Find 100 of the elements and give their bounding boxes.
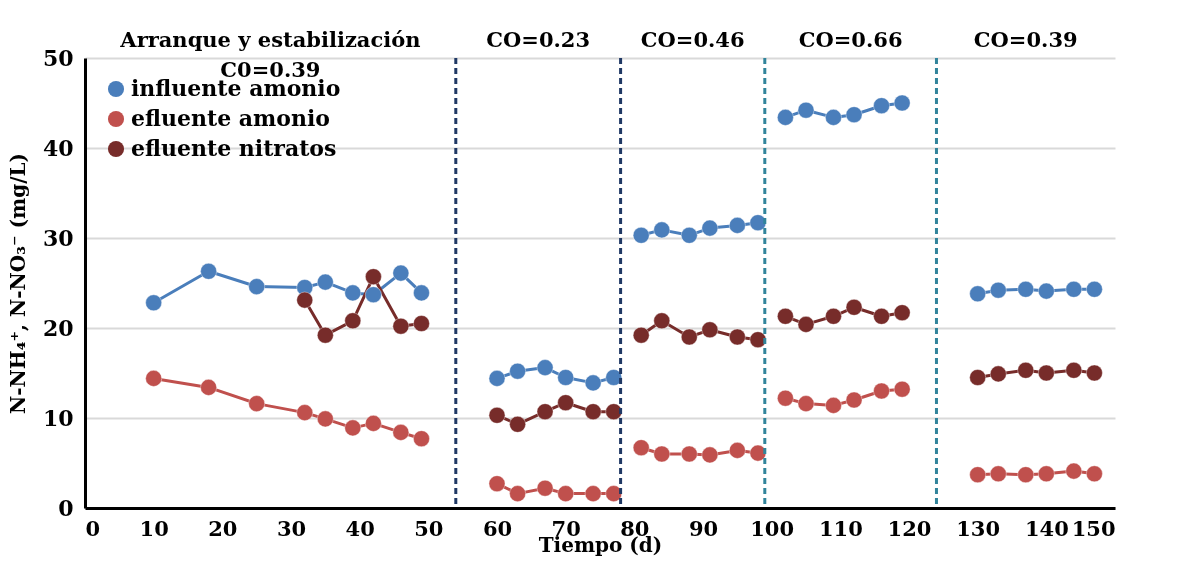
point: [509, 485, 527, 503]
point: [412, 284, 431, 302]
y-tick-label: 50: [42, 44, 74, 71]
legend-label: efluente amonio: [131, 105, 331, 131]
point: [1017, 361, 1035, 379]
point: [969, 466, 987, 484]
text: CO=0.46: [640, 27, 745, 52]
point: [1037, 282, 1055, 300]
point: [989, 365, 1007, 383]
point: [1065, 280, 1083, 298]
point: [776, 307, 794, 325]
x-tick-label: 0: [85, 515, 101, 541]
x-tick-label: 120: [887, 515, 932, 541]
x-tick-label: 150: [1071, 515, 1116, 541]
x-tick-label: 110: [818, 515, 863, 541]
point: [845, 298, 863, 316]
point: [296, 291, 314, 309]
x-tick-label: 40: [345, 515, 375, 541]
point: [680, 328, 698, 346]
point: [824, 396, 843, 414]
point: [605, 403, 623, 421]
point: [845, 106, 863, 124]
point: [989, 281, 1007, 299]
point: [488, 369, 506, 387]
point: [1037, 364, 1055, 382]
y-tick-label: 0: [58, 494, 74, 521]
point: [392, 317, 410, 335]
point: [969, 368, 987, 387]
point: [605, 485, 623, 503]
point: [316, 410, 334, 428]
point: [316, 273, 334, 291]
point: [557, 485, 575, 503]
point: [344, 312, 362, 330]
point: [316, 326, 334, 344]
point: [653, 312, 671, 330]
legend-label: efluente nitratos: [131, 135, 337, 161]
point: [824, 108, 843, 126]
point: [200, 262, 218, 280]
point: [248, 278, 266, 296]
point: [969, 285, 987, 303]
point: [605, 368, 623, 387]
point: [701, 446, 719, 464]
point: [364, 286, 382, 304]
x-tick-label: 10: [139, 515, 169, 541]
point: [680, 226, 698, 244]
point: [632, 439, 650, 457]
point: [392, 423, 410, 441]
point: [488, 475, 506, 493]
point: [989, 465, 1007, 483]
x-tick-label: 140: [1024, 515, 1069, 541]
text: CO=0.23: [486, 27, 591, 52]
point: [1065, 462, 1083, 480]
point: [1085, 465, 1103, 483]
point: [509, 415, 527, 433]
point: [632, 226, 650, 244]
point: [893, 380, 911, 398]
point: [1037, 465, 1055, 483]
point: [584, 374, 602, 392]
point: [412, 430, 431, 448]
point: [728, 328, 746, 346]
point: [893, 94, 911, 112]
point: [584, 485, 602, 503]
x-tick-label: 30: [276, 515, 307, 541]
point: [296, 404, 314, 422]
point: [344, 284, 362, 302]
point: [797, 395, 815, 413]
point: [584, 403, 602, 421]
point: [364, 268, 382, 286]
point: [200, 378, 218, 396]
point: [680, 445, 698, 463]
point: [845, 391, 863, 409]
point: [893, 304, 911, 322]
x-tick-label: 130: [956, 515, 1001, 541]
point: [392, 264, 410, 282]
point: [872, 307, 891, 325]
point: [1085, 364, 1103, 382]
point: [344, 419, 362, 437]
point: [653, 445, 671, 463]
point: [797, 101, 815, 119]
y-tick-label: 20: [42, 314, 74, 341]
point: [824, 307, 843, 325]
point: [749, 444, 767, 462]
point: [776, 389, 794, 407]
x-tick-label: 90: [688, 515, 719, 541]
point: [872, 382, 891, 400]
y-tick-label: 40: [42, 134, 74, 161]
point: [488, 406, 506, 424]
point: [1017, 280, 1035, 298]
point: [412, 314, 431, 333]
point: [632, 326, 650, 344]
point: [557, 368, 575, 387]
point: [728, 216, 746, 234]
point: [797, 315, 815, 333]
point: [145, 294, 163, 312]
point: [509, 362, 527, 380]
text: CO=0.39: [973, 27, 1078, 52]
x-tick-label: 50: [414, 515, 444, 541]
point: [536, 359, 554, 377]
point: [749, 214, 767, 232]
point: [557, 394, 575, 412]
